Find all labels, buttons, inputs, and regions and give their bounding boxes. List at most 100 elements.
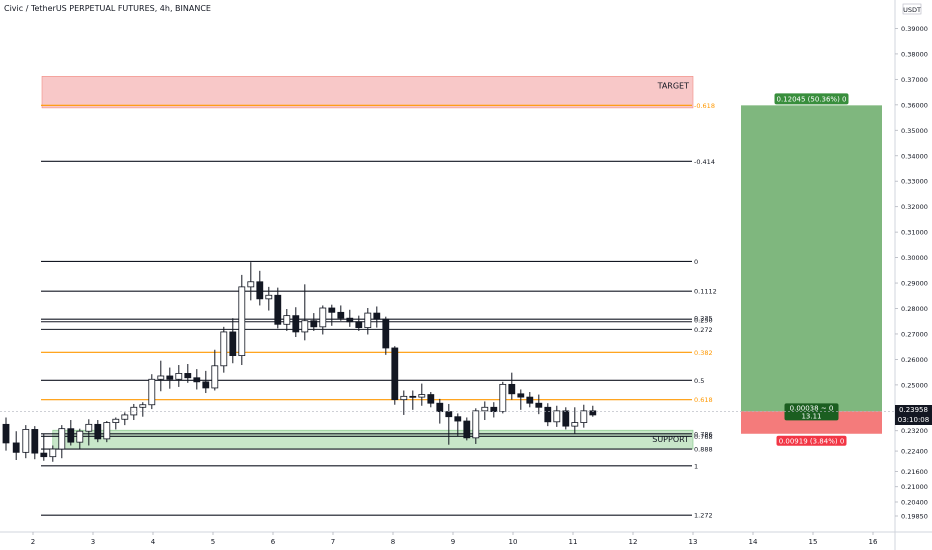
candle-body <box>49 448 57 458</box>
support-zone <box>52 429 694 450</box>
stop-label-box <box>776 435 847 446</box>
entry-label-box <box>784 403 839 421</box>
entry-label-line2: 13.11 <box>801 412 821 420</box>
candle-body <box>112 418 120 423</box>
time-tick-label: 11 <box>569 538 578 546</box>
fib-label-1.272: 1.272 <box>694 512 713 520</box>
time-tick-label: 3 <box>91 538 95 546</box>
candle-body <box>40 452 48 458</box>
price-tick-label: 0.21600 <box>901 468 928 476</box>
price-tick-label: 0.31000 <box>901 229 928 237</box>
price-tick-label: 0.39000 <box>901 25 928 33</box>
candle-body <box>211 365 219 389</box>
candle-body <box>2 423 10 444</box>
support-label: SUPPORT <box>652 435 689 444</box>
candle-body <box>193 377 201 383</box>
time-tick-label: 7 <box>331 538 335 546</box>
candle-body <box>373 312 381 320</box>
current-price-label: 0.23958 03:10:08 <box>895 405 932 426</box>
candle-body <box>175 373 183 380</box>
candle-body <box>247 281 255 288</box>
time-tick-label: 14 <box>749 538 758 546</box>
price-tick-label: 0.21000 <box>901 483 928 491</box>
candle-body <box>535 402 543 408</box>
stop-label: 0.00919 (3.84%) 0 <box>779 437 845 445</box>
candle-body <box>283 315 291 325</box>
fib-label-0: 0 <box>694 258 698 266</box>
fib-label-0.888: 0.888 <box>694 446 713 454</box>
candle-body <box>562 410 570 427</box>
entry-label-line1: 0.00038 ~ 0 <box>790 404 834 412</box>
chart-title: Civic / TetherUS PERPETUAL FUTURES, 4h, … <box>4 4 211 13</box>
fib-label--0.618: -0.618 <box>694 102 715 110</box>
candle-body <box>517 393 525 398</box>
candle-body <box>589 410 597 416</box>
candle-body <box>301 320 309 333</box>
candle-body <box>400 395 408 401</box>
price-tick-label: 0.36000 <box>901 101 928 109</box>
time-tick-label: 16 <box>869 538 878 546</box>
fib-label-0.1112: 0.1112 <box>694 288 717 296</box>
fib-label-0.272: 0.272 <box>694 326 713 334</box>
fib-label-0.250: 0.250 <box>694 317 713 325</box>
candle-body <box>265 294 273 300</box>
target-label: 0.12045 (50.36%) 0 <box>776 95 846 103</box>
candle-body <box>445 411 453 418</box>
time-tick-label: 5 <box>211 538 215 546</box>
price-tick-label: 0.30000 <box>901 254 928 262</box>
time-tick-label: 2 <box>31 538 35 546</box>
price-tick-label: 0.28000 <box>901 305 928 313</box>
fib-label-0.786: 0.786 <box>694 430 713 438</box>
fib-label-0.235: 0.235 <box>694 315 713 323</box>
time-tick-label: 4 <box>151 538 156 546</box>
candle-body <box>454 416 462 422</box>
price-tick-label: 0.29000 <box>901 280 928 288</box>
candle-body <box>337 311 345 319</box>
candle-body <box>220 331 228 367</box>
candle-body <box>274 294 282 325</box>
candle-body <box>85 423 93 432</box>
candle-body <box>157 375 165 380</box>
price-axis-unit: USDT <box>903 6 921 14</box>
candle-body <box>346 317 354 323</box>
candle-body <box>382 318 390 349</box>
candle-body <box>409 395 417 398</box>
candle-body <box>12 442 20 453</box>
bar-countdown: 03:10:08 <box>897 416 930 425</box>
candle-body <box>76 430 84 443</box>
fib-label-0.768: 0.768 <box>694 433 713 441</box>
candle-body <box>481 406 489 412</box>
time-tick-label: 15 <box>809 538 818 546</box>
candle-body <box>31 429 39 454</box>
candle-body <box>508 383 516 395</box>
price-tick-label: 0.37000 <box>901 76 928 84</box>
loss-zone <box>741 411 882 434</box>
current-price-value: 0.23958 <box>899 406 928 415</box>
price-tick-label: 0.26000 <box>901 356 928 364</box>
target-zone <box>41 76 694 109</box>
candle-body <box>238 286 246 357</box>
price-tick-label: 0.22400 <box>901 448 928 456</box>
candle-body <box>571 422 579 427</box>
candle-body <box>67 428 75 443</box>
time-tick-label: 10 <box>509 538 518 546</box>
candle-body <box>130 406 138 416</box>
candle-body <box>292 315 300 333</box>
candle-body <box>166 375 174 380</box>
time-tick-label: 8 <box>391 538 395 546</box>
candle-body <box>319 307 327 328</box>
candle-body <box>328 307 336 313</box>
candle-body <box>202 381 210 389</box>
fib-label-0.5: 0.5 <box>694 377 704 385</box>
price-tick-label: 0.23200 <box>901 427 928 435</box>
price-tick-label: 0.25000 <box>901 381 928 389</box>
profit-zone <box>741 105 882 412</box>
time-tick-label: 6 <box>271 538 276 546</box>
price-tick-label: 0.20400 <box>901 498 928 506</box>
candle-body <box>229 331 237 357</box>
candle-body <box>22 429 30 453</box>
time-tick-label: 9 <box>451 538 455 546</box>
candle-body <box>436 402 444 413</box>
candle-body <box>427 394 435 404</box>
